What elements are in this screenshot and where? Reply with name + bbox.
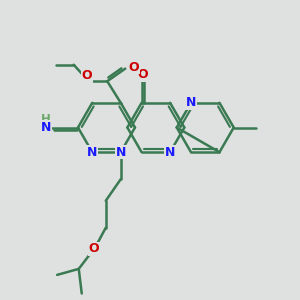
Text: O: O bbox=[129, 61, 140, 74]
Text: O: O bbox=[88, 242, 99, 255]
Text: N: N bbox=[40, 121, 51, 134]
Text: O: O bbox=[138, 68, 148, 81]
Text: N: N bbox=[116, 146, 126, 159]
Text: N: N bbox=[165, 146, 175, 159]
Text: H: H bbox=[41, 112, 51, 126]
Text: N: N bbox=[186, 96, 196, 109]
Text: N: N bbox=[87, 146, 98, 159]
Text: O: O bbox=[82, 69, 92, 82]
